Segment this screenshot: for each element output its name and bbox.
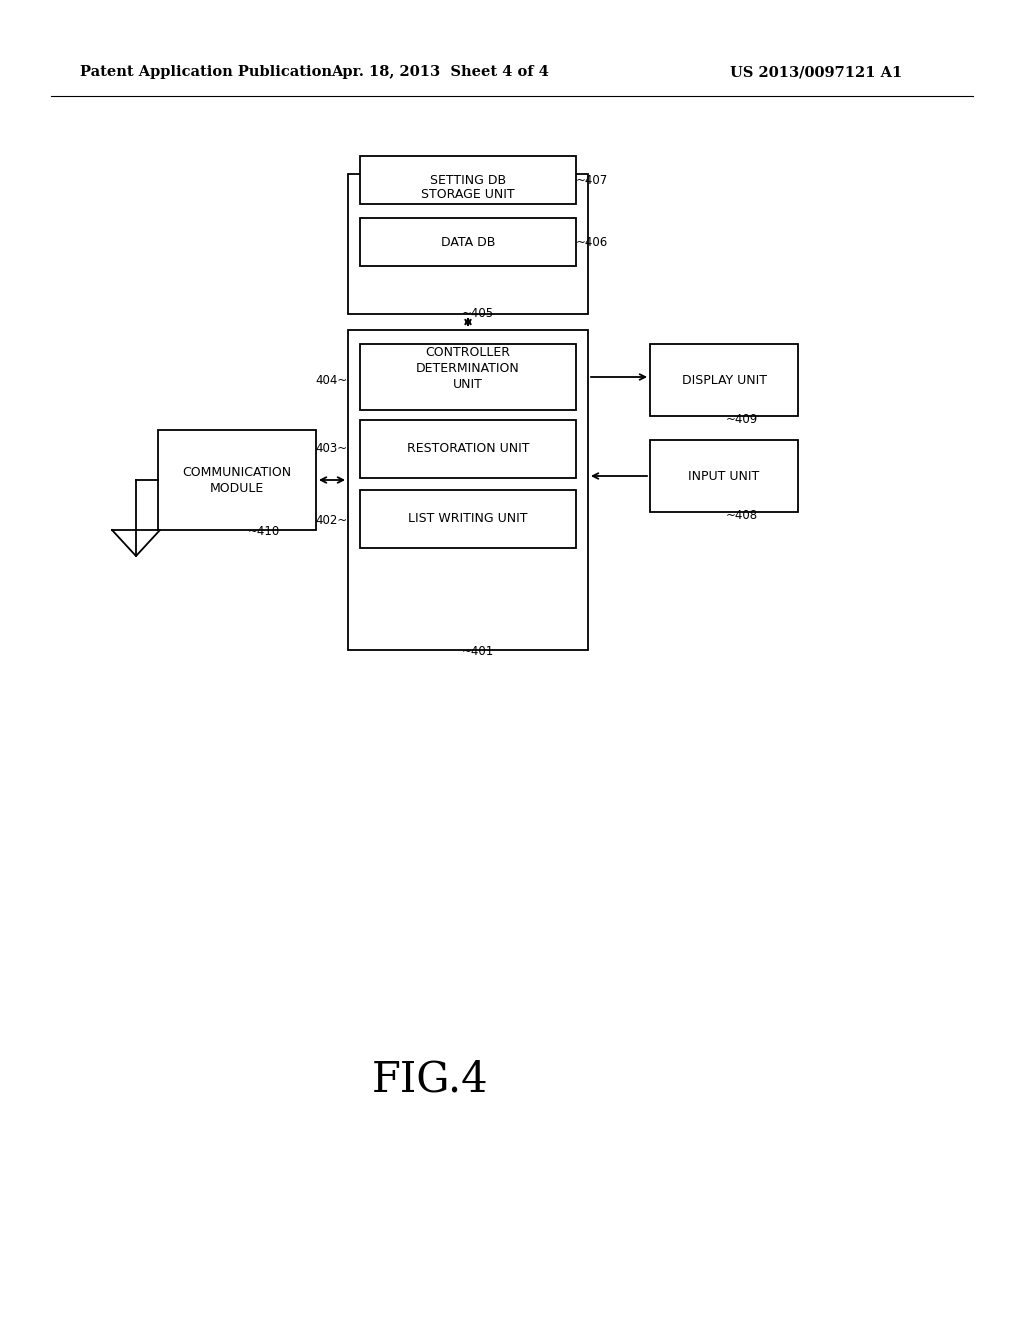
Bar (360, 156, 575, 205)
Bar (348, 174, 588, 314)
Text: DATA DB: DATA DB (440, 235, 496, 248)
Text: ~410: ~410 (248, 525, 281, 539)
Text: ~405: ~405 (462, 308, 495, 319)
Text: Patent Application Publication: Patent Application Publication (80, 65, 332, 79)
Text: 404~: 404~ (315, 374, 348, 387)
Text: CONTROLLER: CONTROLLER (426, 346, 511, 359)
Bar (650, 440, 798, 512)
Text: FIG.4: FIG.4 (372, 1059, 488, 1101)
Bar (650, 345, 798, 416)
Text: DETERMINATION
UNIT: DETERMINATION UNIT (416, 363, 520, 392)
Text: ~409: ~409 (726, 413, 758, 426)
Bar (360, 420, 575, 478)
Text: RESTORATION UNIT: RESTORATION UNIT (407, 442, 529, 455)
Text: ~406: ~406 (575, 235, 608, 248)
Text: COMMUNICATION
MODULE: COMMUNICATION MODULE (182, 466, 292, 495)
Bar (158, 430, 316, 531)
Bar (360, 490, 575, 548)
Bar (360, 218, 575, 267)
Text: 402~: 402~ (315, 513, 348, 527)
Bar (360, 345, 575, 411)
Text: 403~: 403~ (315, 442, 348, 455)
Bar (348, 330, 588, 649)
Text: ~401: ~401 (462, 645, 495, 657)
Text: SETTING DB: SETTING DB (430, 173, 506, 186)
Text: INPUT UNIT: INPUT UNIT (688, 470, 760, 483)
Text: Apr. 18, 2013  Sheet 4 of 4: Apr. 18, 2013 Sheet 4 of 4 (331, 65, 549, 79)
Text: ~407: ~407 (575, 173, 608, 186)
Text: ~408: ~408 (726, 510, 758, 521)
Text: LIST WRITING UNIT: LIST WRITING UNIT (409, 512, 527, 525)
Text: STORAGE UNIT: STORAGE UNIT (421, 187, 515, 201)
Text: DISPLAY UNIT: DISPLAY UNIT (682, 374, 767, 387)
Text: US 2013/0097121 A1: US 2013/0097121 A1 (730, 65, 902, 79)
